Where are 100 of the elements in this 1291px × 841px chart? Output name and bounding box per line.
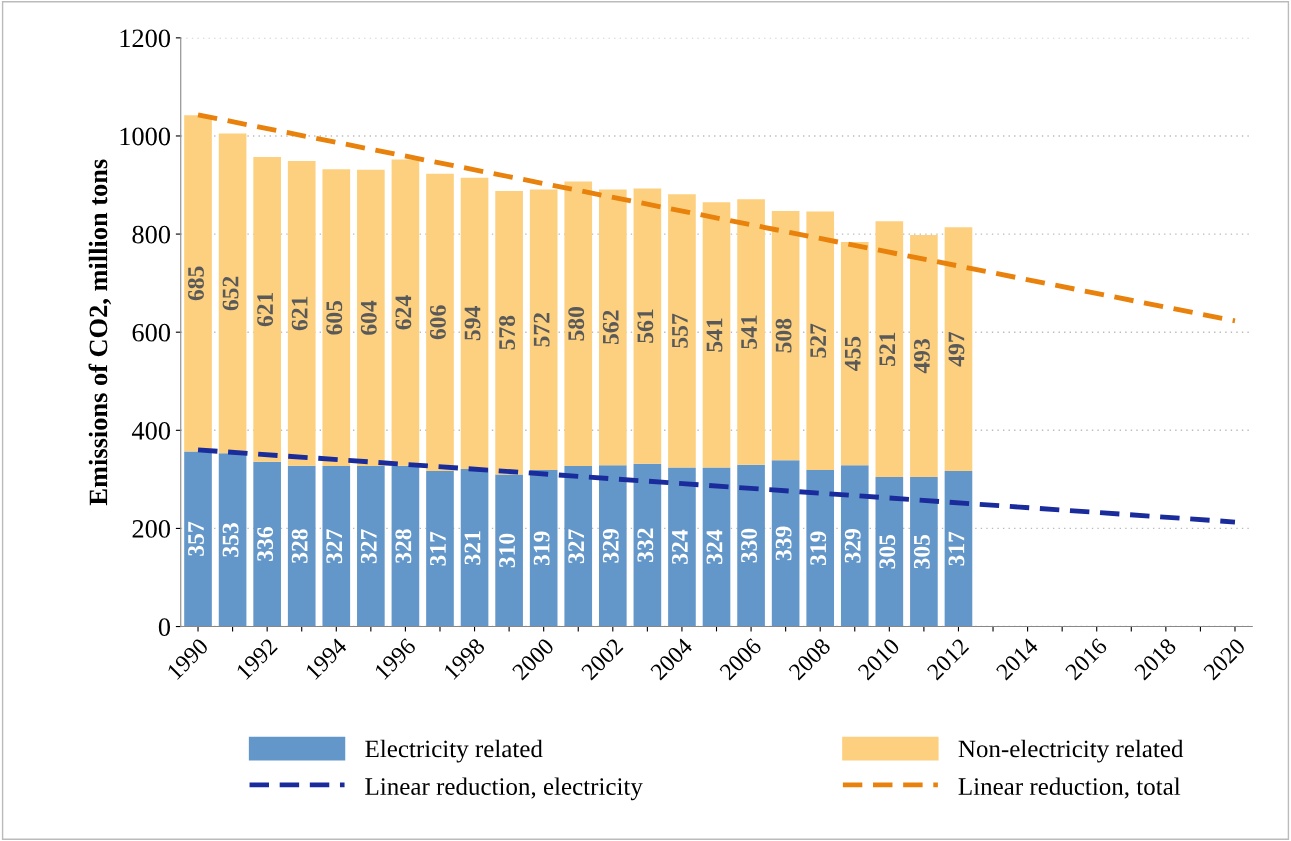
y-tick-label: 0 bbox=[158, 618, 171, 636]
legend-label: Linear reduction, electricity bbox=[365, 777, 643, 801]
y-tick-label: 800 bbox=[132, 225, 171, 244]
bar bbox=[495, 190, 523, 475]
data-label: 324 bbox=[706, 529, 723, 564]
bar bbox=[426, 471, 454, 627]
bar bbox=[910, 476, 938, 627]
data-label: 493 bbox=[913, 339, 930, 374]
data-label: 521 bbox=[879, 332, 896, 366]
bar bbox=[840, 465, 869, 627]
bar bbox=[806, 470, 835, 627]
data-label: 561 bbox=[637, 309, 654, 343]
y-tick-label: 600 bbox=[132, 323, 171, 342]
y-tick-label: 400 bbox=[131, 421, 171, 440]
data-label: 604 bbox=[360, 300, 377, 335]
bar bbox=[391, 465, 420, 627]
bar bbox=[944, 227, 973, 472]
bar bbox=[322, 169, 351, 467]
bar bbox=[322, 466, 351, 627]
data-label: 329 bbox=[602, 528, 619, 563]
data-label: 332 bbox=[637, 528, 654, 562]
data-label: 562 bbox=[602, 310, 619, 345]
data-label: 305 bbox=[913, 534, 930, 569]
data-label: 455 bbox=[844, 336, 861, 371]
data-label: 327 bbox=[326, 529, 343, 564]
bar bbox=[806, 211, 835, 471]
bar bbox=[737, 464, 765, 627]
data-label: 319 bbox=[533, 531, 550, 566]
data-label: 606 bbox=[429, 305, 446, 340]
data-label: 652 bbox=[222, 276, 239, 311]
data-label: 527 bbox=[810, 323, 827, 358]
bar bbox=[357, 169, 385, 467]
data-label: 508 bbox=[775, 318, 792, 353]
data-label: 605 bbox=[326, 300, 343, 335]
bar bbox=[910, 235, 938, 477]
bar bbox=[426, 173, 454, 472]
data-label: 305 bbox=[879, 534, 896, 569]
bar bbox=[668, 194, 696, 468]
bar bbox=[218, 133, 247, 454]
bar bbox=[840, 241, 869, 466]
bar bbox=[875, 476, 904, 627]
data-label: 578 bbox=[499, 315, 516, 350]
bar bbox=[633, 188, 662, 464]
data-label: 329 bbox=[844, 528, 861, 563]
bar bbox=[391, 159, 420, 466]
data-label: 541 bbox=[706, 318, 723, 352]
bar bbox=[702, 467, 731, 627]
bar bbox=[253, 157, 281, 462]
bar bbox=[598, 465, 627, 627]
data-label: 339 bbox=[775, 526, 792, 561]
bar bbox=[875, 221, 904, 477]
data-label: 336 bbox=[257, 527, 274, 561]
data-label: 319 bbox=[810, 531, 827, 566]
data-label: 328 bbox=[291, 529, 308, 563]
data-label: 557 bbox=[672, 313, 688, 348]
data-label: 317 bbox=[430, 531, 446, 566]
y-tick-label: 1000 bbox=[120, 127, 171, 146]
data-label: 621 bbox=[291, 296, 308, 331]
data-label: 328 bbox=[395, 529, 412, 563]
data-label: 324 bbox=[671, 529, 688, 564]
data-label: 497 bbox=[948, 331, 965, 367]
y-axis-title: Emissions of CO2, million tons bbox=[88, 159, 112, 506]
legend-label: Electricity related bbox=[365, 739, 543, 763]
bar bbox=[702, 202, 731, 468]
data-label: 685 bbox=[188, 266, 204, 301]
data-label: 624 bbox=[395, 295, 412, 330]
data-label: 321 bbox=[464, 531, 481, 565]
data-label: 310 bbox=[499, 533, 516, 568]
bar bbox=[737, 199, 765, 465]
data-label: 330 bbox=[741, 528, 757, 563]
bar bbox=[460, 177, 489, 470]
data-label: 353 bbox=[222, 523, 239, 557]
data-label: 317 bbox=[948, 531, 965, 566]
data-label: 327 bbox=[568, 529, 585, 564]
bar bbox=[184, 451, 212, 627]
bar bbox=[564, 466, 593, 627]
bar bbox=[771, 460, 800, 627]
bar bbox=[944, 471, 973, 627]
bar bbox=[598, 189, 627, 466]
bar bbox=[633, 463, 662, 627]
data-label: 357 bbox=[188, 521, 204, 556]
bar bbox=[287, 465, 316, 627]
bar bbox=[564, 181, 593, 467]
data-label: 572 bbox=[533, 313, 550, 347]
data-label: 541 bbox=[741, 315, 757, 349]
data-label: 580 bbox=[568, 307, 585, 341]
y-tick-label: 200 bbox=[132, 520, 171, 538]
bar bbox=[529, 189, 558, 471]
data-label: 594 bbox=[464, 306, 481, 341]
bar bbox=[495, 474, 523, 627]
legend-label: Non-electricity related bbox=[958, 739, 1184, 763]
bar bbox=[184, 115, 212, 452]
bar bbox=[460, 469, 489, 627]
data-label: 327 bbox=[360, 529, 377, 564]
legend-label: Linear reduction, total bbox=[958, 777, 1181, 799]
bar bbox=[218, 453, 247, 627]
data-label: 621 bbox=[257, 292, 274, 327]
bar bbox=[287, 160, 316, 466]
bar bbox=[529, 470, 558, 627]
bar bbox=[357, 466, 385, 627]
